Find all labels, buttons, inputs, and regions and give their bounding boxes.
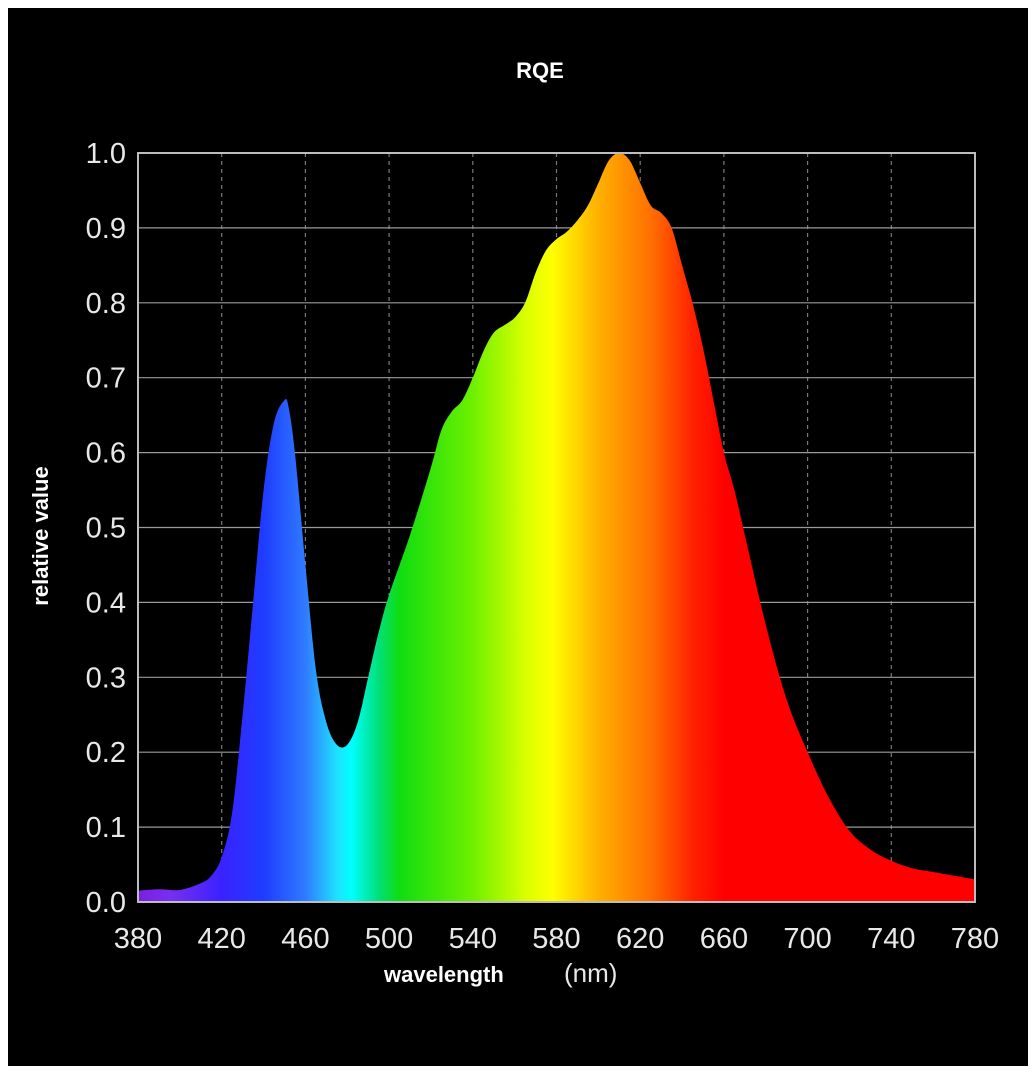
y-tick-labels: 0.0 0.1 0.2 0.3 0.4 0.5 0.6 0.7 0.8 0.9 1.0 — [86, 138, 126, 919]
x-tick-label: 380 — [114, 923, 162, 955]
y-tick-label: 0.9 — [86, 213, 126, 245]
y-axis-label: relative value — [28, 466, 53, 605]
x-axis-unit: (nm) — [564, 958, 617, 988]
x-tick-label: 740 — [867, 923, 915, 955]
x-tick-label: 700 — [783, 923, 831, 955]
x-tick-label: 780 — [951, 923, 999, 955]
y-tick-label: 0.2 — [86, 737, 126, 769]
y-tick-label: 0.7 — [86, 363, 126, 395]
x-tick-label: 620 — [616, 923, 664, 955]
y-tick-label: 0.6 — [86, 438, 126, 470]
spectrum-area — [138, 153, 975, 902]
x-tick-label: 500 — [365, 923, 413, 955]
y-tick-label: 0.0 — [86, 887, 126, 919]
plot-border — [137, 152, 976, 903]
x-tick-label: 460 — [281, 923, 329, 955]
y-tick-label: 0.4 — [86, 587, 126, 619]
y-tick-label: 1.0 — [86, 138, 126, 170]
x-tick-label: 420 — [198, 923, 246, 955]
x-tick-labels: 380 420 460 500 540 580 620 660 700 740 780 — [114, 923, 999, 955]
x-tick-label: 580 — [532, 923, 580, 955]
chart-title: RQE — [516, 58, 564, 83]
chart-frame: RQE 0.0 0.1 0.2 0.3 0.4 0.5 0.6 0.7 0.8 0.9 1.0 38… — [8, 8, 1028, 1066]
y-tick-label: 0.8 — [86, 288, 126, 320]
y-tick-label: 0.5 — [86, 513, 126, 545]
x-axis-label: wavelength — [383, 962, 504, 987]
rqe-chart: RQE 0.0 0.1 0.2 0.3 0.4 0.5 0.6 0.7 0.8 0.9 1.0 38… — [28, 58, 999, 988]
y-tick-label: 0.3 — [86, 662, 126, 694]
x-tick-label: 540 — [449, 923, 497, 955]
x-tick-label: 660 — [700, 923, 748, 955]
y-tick-label: 0.1 — [86, 812, 126, 844]
